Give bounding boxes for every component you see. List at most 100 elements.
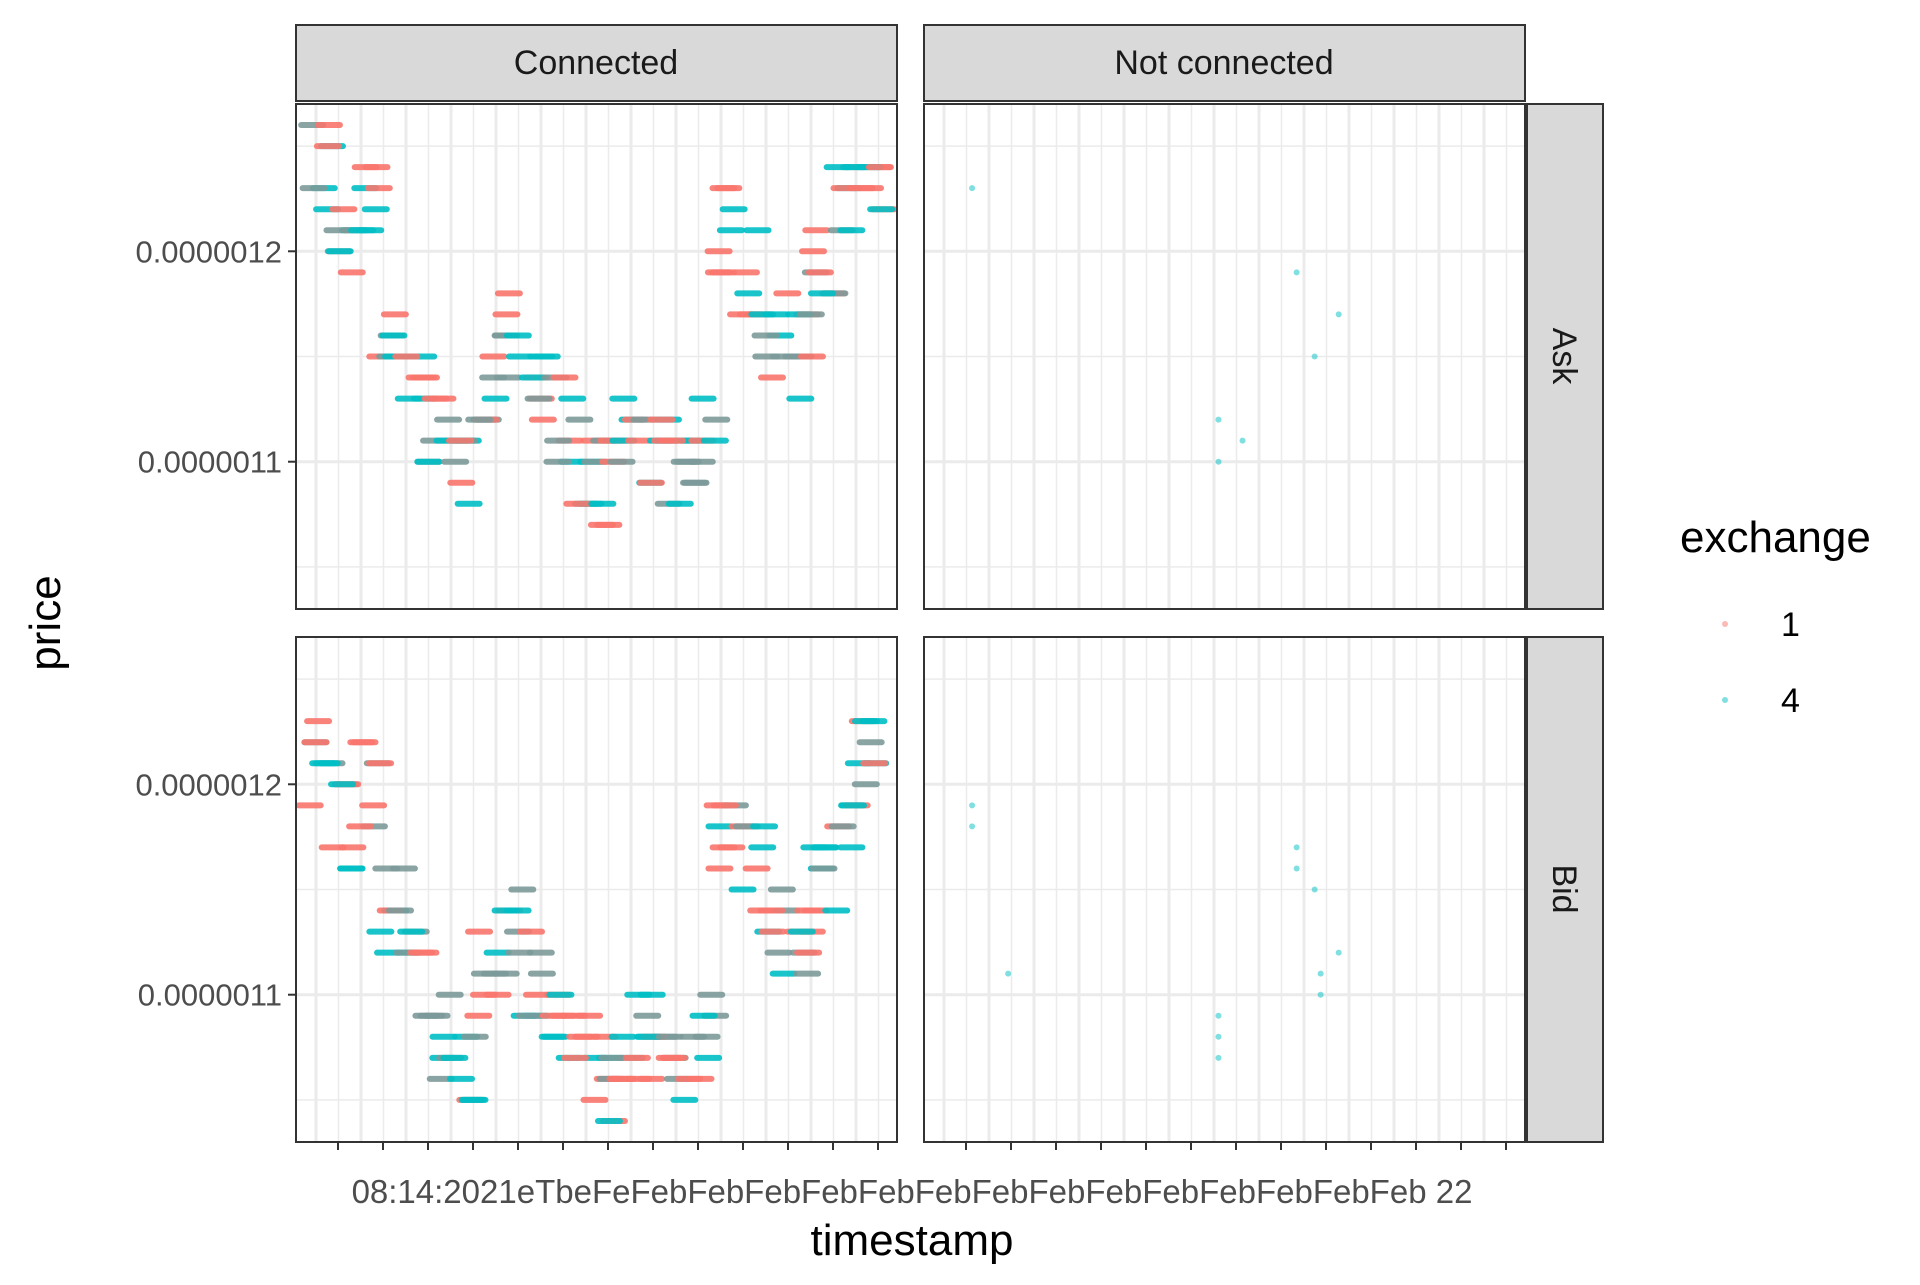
data-point-cluster xyxy=(483,949,512,956)
panel-border xyxy=(923,103,1526,610)
y-axis: 0.0000011 0.0000012 0.0000011 0.0000012 xyxy=(135,234,296,1013)
data-point xyxy=(1311,886,1318,893)
data-point xyxy=(1317,970,1324,977)
data-point-cluster xyxy=(560,1054,589,1061)
data-point-cluster xyxy=(625,437,654,444)
panels xyxy=(295,103,1526,1143)
data-point-cluster xyxy=(700,437,729,444)
data-point-cluster xyxy=(655,1054,684,1061)
data-point-cluster xyxy=(594,521,623,528)
data-point xyxy=(1293,865,1300,872)
data-point-cluster xyxy=(465,928,494,935)
data-point-cluster xyxy=(799,248,828,255)
data-point-cluster xyxy=(588,500,617,507)
data-point-cluster xyxy=(748,844,777,851)
data-point-cluster xyxy=(859,718,888,725)
data-point-cluster xyxy=(346,823,375,830)
data-point-cluster xyxy=(464,1012,493,1019)
legend-key-exchange-1 xyxy=(1722,621,1728,627)
data-point-cluster xyxy=(428,395,457,402)
data-point-cluster xyxy=(704,248,733,255)
y-axis-title: price xyxy=(21,575,70,670)
data-point-cluster xyxy=(386,907,415,914)
data-point-cluster xyxy=(546,991,575,998)
panel-border xyxy=(295,636,898,1143)
data-point-cluster xyxy=(364,185,393,192)
data-point-cluster xyxy=(517,928,546,935)
data-point-cluster xyxy=(714,185,743,192)
data-point-cluster xyxy=(389,865,418,872)
data-point xyxy=(1317,991,1324,998)
data-point-cluster xyxy=(454,500,483,507)
data-point-cluster xyxy=(435,991,464,998)
panel-border xyxy=(923,636,1526,1143)
data-point-cluster xyxy=(505,949,534,956)
data-point-cluster xyxy=(702,416,731,423)
data-point-cluster xyxy=(687,458,716,465)
data-point-cluster xyxy=(851,781,880,788)
strip-label-ask: Ask xyxy=(1545,328,1583,386)
data-point-cluster xyxy=(809,865,838,872)
data-point xyxy=(1005,970,1012,977)
data-point-cluster xyxy=(751,332,780,339)
data-point-cluster xyxy=(528,416,557,423)
data-point-cluster xyxy=(314,122,343,129)
data-point xyxy=(969,823,976,830)
data-point-cluster xyxy=(837,844,866,851)
data-point-cluster xyxy=(705,865,734,872)
data-point xyxy=(1215,1054,1222,1061)
data-point-cluster xyxy=(503,332,532,339)
data-point-cluster xyxy=(414,458,443,465)
data-point-cluster xyxy=(634,1033,663,1040)
y-tick-label: 0.0000011 xyxy=(138,978,282,1013)
data-point-cluster xyxy=(295,802,324,809)
data-point-cluster xyxy=(397,928,426,935)
data-point-cluster xyxy=(518,374,547,381)
data-point-cluster xyxy=(637,991,666,998)
data-point-cluster xyxy=(847,185,876,192)
data-point-cluster xyxy=(694,1054,723,1061)
data-point-cluster xyxy=(417,1012,446,1019)
data-point-cluster xyxy=(633,1012,662,1019)
data-point-cluster xyxy=(440,1054,469,1061)
data-point-cluster xyxy=(337,269,366,276)
strip-label-not-connected: Not connected xyxy=(1114,44,1333,82)
data-point xyxy=(1335,949,1342,956)
x-axis: 08:14:2021eTbeFeFebFebFebFebFebFebFebFeb… xyxy=(337,1142,1507,1210)
data-point-cluster xyxy=(805,269,834,276)
data-point-cluster xyxy=(527,970,556,977)
legend-label-exchange-4: 4 xyxy=(1781,682,1800,720)
data-point-cluster xyxy=(543,458,572,465)
data-point-cluster xyxy=(366,760,395,767)
data-point-cluster xyxy=(797,353,826,360)
data-point-cluster xyxy=(716,227,745,234)
data-point-cluster xyxy=(719,206,748,213)
data-point xyxy=(1215,1033,1222,1040)
data-point-cluster xyxy=(481,395,510,402)
data-point-cluster xyxy=(348,227,377,234)
data-point-cluster xyxy=(465,416,494,423)
data-point-cluster xyxy=(655,1033,684,1040)
data-point-cluster xyxy=(532,353,561,360)
data-point-cluster xyxy=(392,353,421,360)
data-point-cluster xyxy=(758,374,787,381)
data-point-cluster xyxy=(710,802,739,809)
data-point-cluster xyxy=(380,311,409,318)
data-point-cluster xyxy=(563,500,592,507)
x-tick-labels-overlap: 08:14:2021eTbeFeFebFebFebFebFebFebFebFeb… xyxy=(352,1173,1473,1210)
data-point-cluster xyxy=(686,1075,715,1082)
data-point-cluster xyxy=(366,928,395,935)
data-point-cluster xyxy=(665,500,694,507)
data-point-cluster xyxy=(483,991,512,998)
strip-label-bid: Bid xyxy=(1545,864,1583,913)
panel-not-connected-bid xyxy=(923,636,1526,1143)
strip-bid xyxy=(1526,636,1604,1143)
data-point-cluster xyxy=(796,311,825,318)
data-point-cluster xyxy=(580,1096,609,1103)
data-point-cluster xyxy=(801,907,830,914)
data-point-cluster xyxy=(670,1096,699,1103)
data-point-cluster xyxy=(757,907,786,914)
data-point xyxy=(1239,437,1246,444)
legend-title: exchange xyxy=(1680,513,1871,562)
data-point-cluster xyxy=(359,802,388,809)
